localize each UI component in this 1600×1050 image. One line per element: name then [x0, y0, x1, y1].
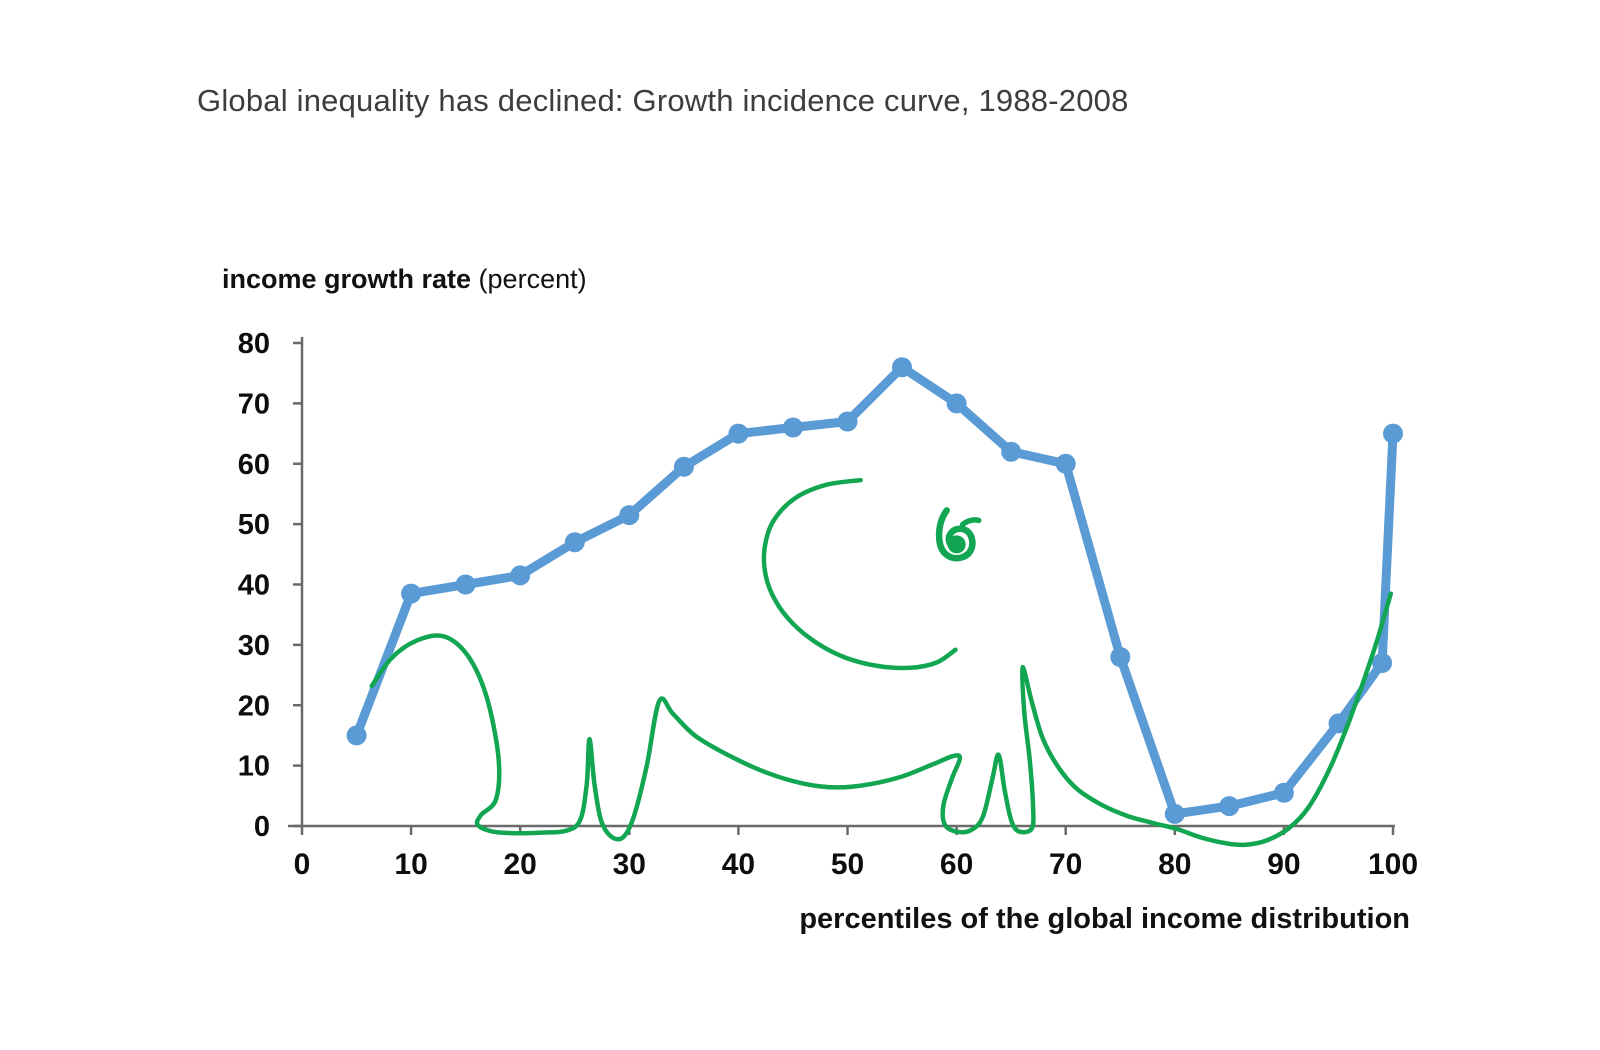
y-tick-label-50: 50 — [238, 509, 270, 541]
series-line — [352, 362, 1398, 819]
y-axis-title: income growth rate (percent) — [222, 264, 587, 295]
y-tick-label-10: 10 — [238, 751, 270, 783]
x-tick-label-60: 60 — [940, 848, 973, 881]
data-point-p30 — [619, 505, 640, 526]
data-point-p80 — [1164, 803, 1185, 824]
data-point-p25 — [564, 532, 585, 553]
data-point-p70 — [1055, 453, 1076, 474]
y-tick-label-80: 80 — [238, 328, 270, 360]
y-tick-label-0: 0 — [254, 811, 270, 843]
x-tick-label-50: 50 — [831, 848, 864, 881]
x-tick-label-80: 80 — [1158, 848, 1191, 881]
x-tick-label-40: 40 — [722, 848, 755, 881]
data-point-p10 — [401, 583, 422, 604]
data-point-p50 — [837, 411, 858, 432]
x-tick-label-0: 0 — [294, 848, 311, 881]
data-point-p40 — [728, 423, 749, 444]
data-point-p35 — [673, 456, 694, 477]
data-point-p15 — [455, 574, 476, 595]
x-tick-label-90: 90 — [1267, 848, 1300, 881]
elephant-eye-flick — [959, 517, 982, 528]
y-tick-label-70: 70 — [238, 388, 270, 420]
data-point-p55 — [892, 357, 912, 378]
data-point-p85 — [1219, 796, 1240, 817]
data-point-p20 — [510, 565, 531, 586]
x-tick-label-100: 100 — [1368, 848, 1418, 881]
y-axis-title-units: (percent) — [471, 264, 587, 294]
y-tick-label-60: 60 — [238, 449, 270, 481]
x-axis-title: percentiles of the global income distrib… — [799, 903, 1410, 935]
chart-title: Global inequality has declined: Growth i… — [197, 83, 1129, 118]
y-tick-label-30: 30 — [238, 630, 270, 662]
elephant-eye-scribble — [935, 507, 976, 562]
y-tick-label-40: 40 — [238, 570, 270, 602]
data-point-p5 — [346, 725, 367, 746]
x-tick-label-20: 20 — [504, 848, 537, 881]
x-tick-label-30: 30 — [613, 848, 646, 881]
data-point-p45 — [783, 417, 803, 438]
y-axis-title-bold: income growth rate — [222, 264, 472, 294]
data-point-p60 — [946, 393, 967, 414]
x-tick-label-10: 10 — [394, 848, 427, 881]
elephant-ear-stroke — [761, 477, 958, 671]
x-tick-label-70: 70 — [1049, 848, 1082, 881]
y-tick-label-20: 20 — [238, 690, 270, 722]
elephant-body-stroke — [369, 591, 1394, 848]
data-point-p99 — [1372, 653, 1393, 673]
data-point-p90 — [1273, 782, 1294, 803]
data-point-p95 — [1328, 713, 1349, 734]
data-point-p65 — [1001, 441, 1022, 462]
data-point-p75 — [1110, 647, 1131, 667]
data-point-p100 — [1383, 423, 1403, 444]
